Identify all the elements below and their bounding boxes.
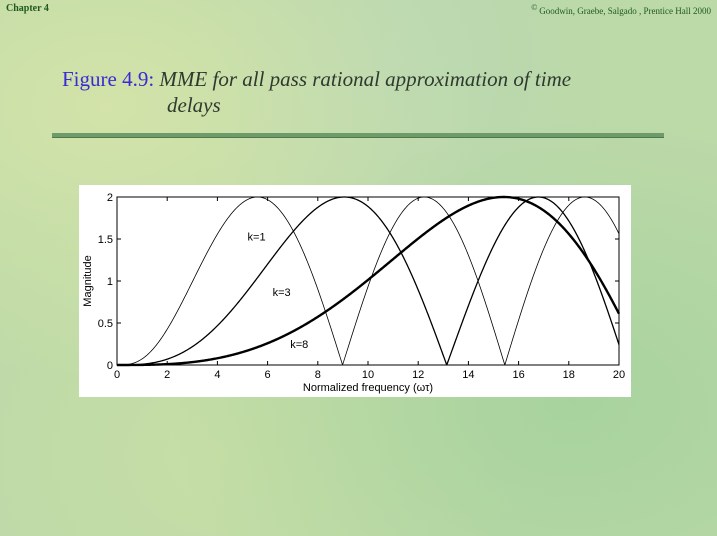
credit-text: © Goodwin, Graebe, Salgado , Prentice Hal… [531, 3, 711, 16]
x-tick-label: 16 [512, 369, 524, 381]
series-line-k8 [116, 195, 621, 367]
x-tick-label: 18 [563, 369, 575, 381]
y-tick-label: 1.5 [98, 234, 113, 246]
x-tick-label: 10 [362, 369, 374, 381]
chapter-label: Chapter 4 [6, 3, 49, 14]
figure-title-line1: MME for all pass rational approximation … [159, 67, 572, 91]
curve-label-k3: k=3 [273, 287, 291, 299]
x-tick-label: 20 [613, 369, 625, 381]
curve-label-k8: k=8 [290, 339, 308, 351]
figure-title: Figure 4.9: MME for all pass rational ap… [62, 66, 682, 118]
y-tick-label: 1 [107, 276, 113, 288]
plot-panel: 0 2 4 6 8 10 12 14 16 18 20 0 0.5 1 1.5 2 k=1 k=3 k=8 Norm… [79, 185, 631, 397]
y-tick-label: 0.5 [98, 318, 113, 330]
y-tick-label: 2 [107, 192, 113, 204]
title-divider [52, 133, 664, 138]
x-tick-label: 14 [462, 369, 474, 381]
x-tick-label: 0 [114, 369, 120, 381]
curve-label-k1: k=1 [248, 232, 266, 244]
x-axis-label: Normalized frequency (ωτ) [303, 382, 433, 394]
x-tick-label: 12 [412, 369, 424, 381]
series-line-k1 [117, 196, 620, 366]
label-layer: 0 2 4 6 8 10 12 14 16 18 20 0 0.5 1 1.5 2 k=1 k=3 k=8 [98, 192, 625, 381]
x-tick-label: 2 [164, 369, 170, 381]
magnitude-chart: 0 2 4 6 8 10 12 14 16 18 20 0 0.5 1 1.5 2 k=1 k=3 k=8 Norm… [82, 192, 625, 394]
figure-number: Figure 4.9: [62, 67, 155, 91]
copyright-symbol: © [531, 3, 538, 12]
axes-box [116, 196, 620, 366]
x-tick-label: 6 [265, 369, 271, 381]
y-tick-label: 0 [107, 360, 113, 372]
y-axis-label: Magnitude [82, 255, 94, 306]
credit-label: Goodwin, Graebe, Salgado , Prentice Hall… [539, 6, 711, 16]
x-tick-label: 4 [214, 369, 220, 381]
figure-title-line2: delays [167, 93, 221, 117]
x-tick-label: 8 [315, 369, 321, 381]
series-layer [116, 195, 621, 367]
